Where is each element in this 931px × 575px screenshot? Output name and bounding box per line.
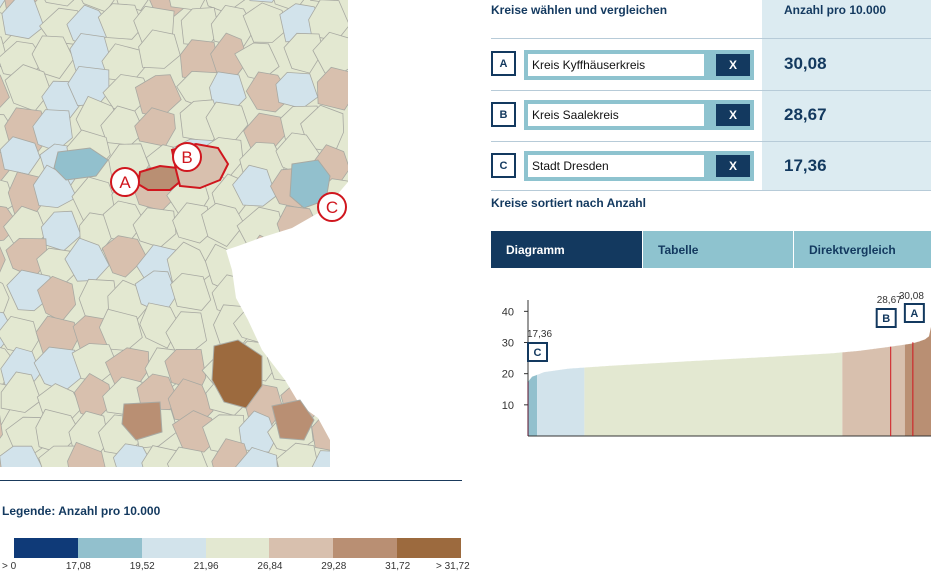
clear-district-b-button[interactable]: X	[716, 104, 750, 126]
row-c-badge: C	[491, 153, 516, 178]
chart-y-tick-label: 10	[502, 400, 514, 412]
district-map[interactable]: A B C	[0, 0, 348, 467]
chart-band-2	[537, 367, 585, 436]
marker-c[interactable]: C	[317, 192, 347, 222]
legend-swatch-7	[397, 538, 462, 558]
chart-y-tick-label: 40	[502, 306, 514, 318]
chart-band-1	[528, 374, 538, 436]
chart-highlight-letter-a: A	[910, 308, 918, 320]
legend-tick-label: 29,28	[321, 561, 347, 572]
svg-text:B: B	[181, 148, 192, 167]
row-b-badge: B	[491, 102, 516, 127]
chart-band-3	[584, 352, 843, 436]
chart-band-4	[842, 344, 905, 436]
row-c-field: Stadt Dresden X	[524, 151, 754, 181]
tab-tabelle[interactable]: Tabelle	[642, 231, 793, 268]
marker-b[interactable]: B	[172, 142, 202, 172]
chart-highlight-value-b: 28,67	[877, 295, 902, 306]
district-a-input[interactable]: Kreis Kyffhäuserkreis	[527, 53, 705, 77]
row-separator	[491, 190, 931, 191]
row-a-field: Kreis Kyffhäuserkreis X	[524, 50, 754, 80]
legend-swatch-3	[141, 538, 206, 558]
value-column-title: Anzahl pro 10.000	[784, 3, 887, 17]
clear-district-c-button[interactable]: X	[716, 155, 750, 177]
chart-band-5	[904, 326, 931, 436]
legend-swatch-1	[14, 538, 78, 558]
legend-swatch-6	[333, 538, 398, 558]
district-b-value: 28,67	[784, 105, 827, 124]
chart-highlight-value-a: 30,08	[899, 291, 924, 302]
legend-swatch-4	[205, 538, 270, 558]
district-b-input[interactable]: Kreis Saalekreis	[527, 103, 705, 127]
sorted-districts-chart: 10 20 30 40 17,36 C 28,67 B 30,08 A	[491, 285, 931, 445]
legend-title: Legende: Anzahl pro 10.000	[2, 504, 161, 518]
marker-a[interactable]: A	[110, 167, 140, 197]
chart-highlight-badge-b	[875, 308, 897, 328]
chart-y-tick-label: 30	[502, 338, 514, 350]
chart-highlight-value-c: 17,36	[527, 329, 552, 340]
value-column-background	[762, 0, 931, 190]
legend-tick-label: 31,72	[385, 561, 411, 572]
chart-highlight-badge-c	[527, 342, 548, 362]
svg-text:A: A	[119, 173, 131, 192]
legend-tick-label: 19,52	[129, 561, 155, 572]
district-a-value: 30,08	[784, 54, 827, 73]
legend-tick-label: 17,08	[65, 561, 91, 572]
svg-text:C: C	[326, 198, 338, 217]
panel-title: Kreise wählen und vergleichen	[491, 3, 668, 17]
legend-tick-label: 21,96	[193, 561, 219, 572]
row-separator	[491, 141, 931, 142]
sorted-districts-title: Kreise sortiert nach Anzahl	[491, 196, 646, 210]
chart-highlight-letter-c: C	[534, 347, 542, 359]
legend-swatch-2	[77, 538, 142, 558]
legend-tick-labels: > 0 17,08 19,52 21,96 26,84 29,28 31,72 > 31,72	[0, 561, 480, 575]
row-separator	[491, 38, 931, 39]
chart-highlight-badge-a	[903, 303, 925, 323]
legend-color-scale	[14, 538, 462, 558]
clear-district-a-button[interactable]: X	[716, 54, 750, 76]
map-divider	[0, 480, 462, 481]
legend-tick-label: > 31,72	[436, 561, 470, 572]
chart-highlight-letter-b: B	[882, 313, 890, 325]
tab-diagramm[interactable]: Diagramm	[491, 231, 642, 268]
legend-swatch-5	[269, 538, 334, 558]
legend-tick-label: 26,84	[257, 561, 283, 572]
chart-y-tick-label: 20	[502, 369, 514, 381]
view-tabs: Diagramm Tabelle Direktvergleich	[491, 231, 931, 268]
district-c-value: 17,36	[784, 156, 827, 175]
row-separator	[491, 90, 931, 91]
tab-direktvergleich[interactable]: Direktvergleich	[793, 231, 931, 268]
legend-tick-label: > 0	[2, 561, 17, 572]
district-c-input[interactable]: Stadt Dresden	[527, 154, 705, 178]
row-b-field: Kreis Saalekreis X	[524, 100, 754, 130]
row-a-badge: A	[491, 51, 516, 76]
